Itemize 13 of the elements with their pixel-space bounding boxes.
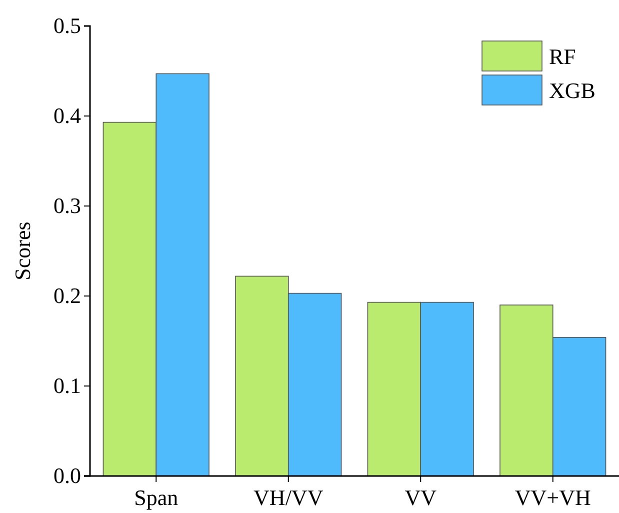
y-tick-label: 0.3 — [54, 193, 81, 218]
x-tick-label: VV — [404, 484, 437, 510]
x-tick-label: Span — [134, 484, 178, 510]
y-tick-label: 0.1 — [54, 373, 81, 398]
y-tick-label: 0.0 — [54, 463, 81, 488]
x-tick-label: VH/VV — [254, 484, 324, 510]
y-tick-label: 0.4 — [54, 103, 81, 128]
y-tick-label: 0.2 — [54, 283, 81, 308]
y-axis-title: Scores — [10, 222, 35, 280]
y-tick-label: 0.5 — [54, 13, 81, 38]
legend-label: RF — [549, 44, 576, 69]
x-tick-label: VV+VH — [514, 484, 591, 510]
legend-label: XGB — [549, 78, 596, 103]
